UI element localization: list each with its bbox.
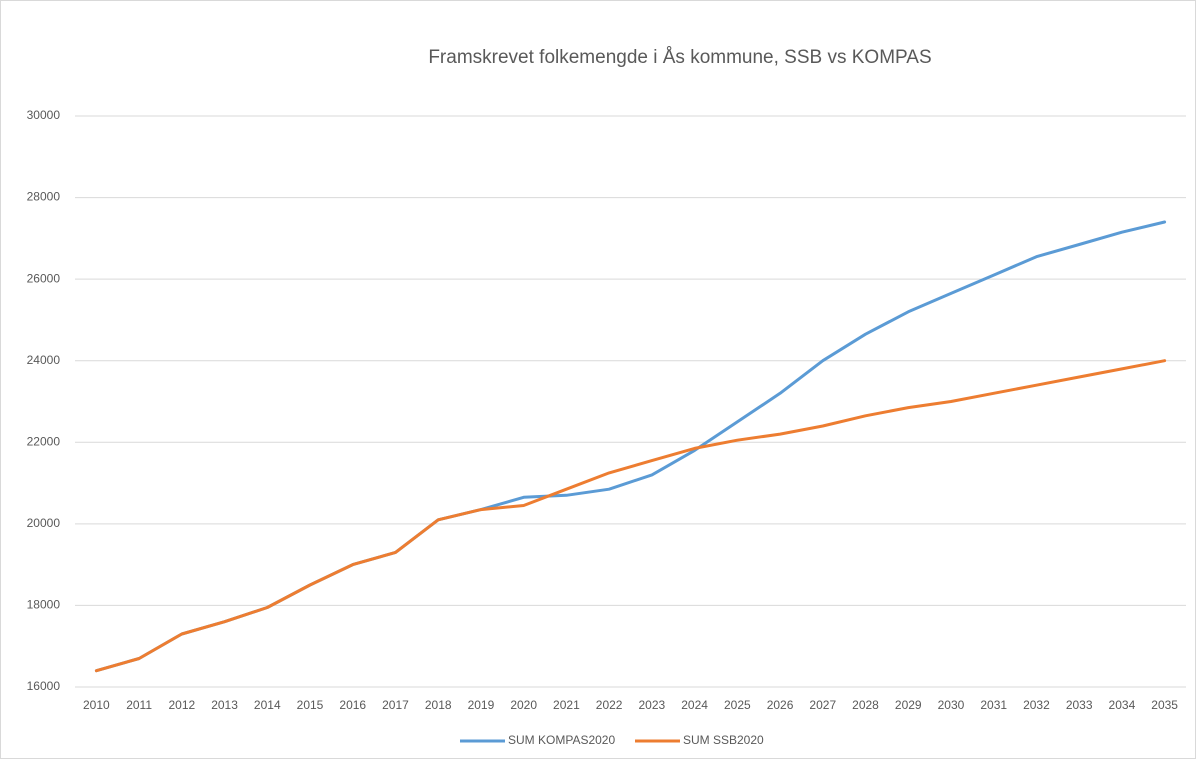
- legend-label: SUM KOMPAS2020: [508, 733, 615, 747]
- y-tick-label: 26000: [27, 271, 61, 285]
- x-tick-label: 2025: [724, 698, 751, 712]
- x-tick-label: 2010: [83, 698, 110, 712]
- x-tick-label: 2033: [1066, 698, 1093, 712]
- x-tick-label: 2012: [168, 698, 195, 712]
- x-tick-label: 2028: [852, 698, 879, 712]
- y-tick-label: 22000: [27, 434, 61, 448]
- y-tick-label: 30000: [27, 108, 61, 122]
- x-tick-label: 2014: [254, 698, 281, 712]
- x-tick-label: 2034: [1109, 698, 1136, 712]
- x-tick-label: 2027: [809, 698, 836, 712]
- x-tick-label: 2021: [553, 698, 580, 712]
- x-tick-label: 2030: [938, 698, 965, 712]
- x-tick-label: 2018: [425, 698, 452, 712]
- y-tick-label: 20000: [27, 516, 61, 530]
- x-tick-label: 2026: [767, 698, 794, 712]
- x-tick-label: 2020: [510, 698, 537, 712]
- x-tick-label: 2024: [681, 698, 708, 712]
- x-tick-label: 2013: [211, 698, 238, 712]
- legend-label: SUM SSB2020: [683, 733, 764, 747]
- x-tick-label: 2017: [382, 698, 409, 712]
- x-tick-label: 2035: [1151, 698, 1178, 712]
- x-tick-label: 2029: [895, 698, 922, 712]
- x-tick-label: 2019: [468, 698, 495, 712]
- line-series: [94, 359, 1167, 673]
- x-tick-label: 2011: [126, 698, 152, 712]
- chart-title: Framskrevet folkemengde i Ås kommune, SS…: [428, 47, 931, 68]
- x-tick-label: 2031: [980, 698, 1007, 712]
- y-tick-label: 24000: [27, 353, 61, 367]
- x-tick-label: 2023: [639, 698, 666, 712]
- y-tick-label: 16000: [27, 679, 61, 693]
- y-tick-label: 28000: [27, 190, 61, 204]
- y-tick-label: 18000: [27, 598, 61, 612]
- x-tick-label: 2022: [596, 698, 623, 712]
- x-tick-label: 2032: [1023, 698, 1050, 712]
- x-tick-label: 2016: [339, 698, 366, 712]
- x-tick-label: 2015: [297, 698, 324, 712]
